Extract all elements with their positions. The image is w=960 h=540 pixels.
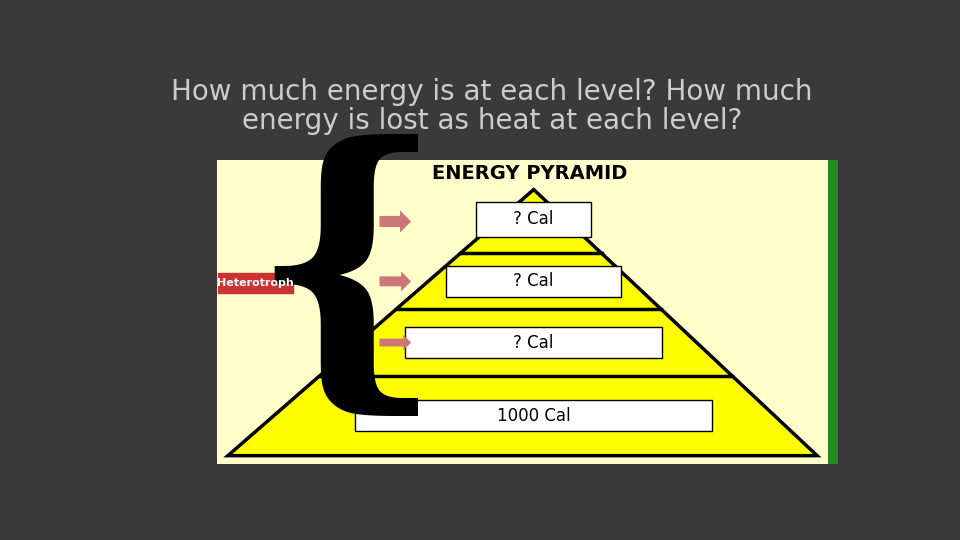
Text: ? Cal: ? Cal [514, 211, 554, 228]
FancyArrowPatch shape [379, 335, 411, 350]
Bar [355, 400, 712, 431]
Text: energy is lost as heat at each level?: energy is lost as heat at each level? [242, 107, 742, 135]
Text: How much energy is at each level? How much: How much energy is at each level? How mu… [171, 78, 813, 106]
FancyArrowPatch shape [379, 271, 411, 292]
Polygon shape [228, 190, 817, 456]
Bar [476, 202, 591, 237]
Bar [217, 160, 838, 464]
Text: {: { [249, 134, 445, 430]
Text: ENERGY PYRAMID: ENERGY PYRAMID [432, 164, 628, 183]
Text: 1000 Cal: 1000 Cal [497, 407, 570, 425]
Bar [446, 266, 621, 297]
Bar [218, 273, 293, 293]
Bar [828, 160, 838, 464]
Bar [405, 327, 662, 358]
Text: Heterotroph: Heterotroph [217, 278, 294, 288]
Text: ? Cal: ? Cal [514, 272, 554, 291]
FancyArrowPatch shape [379, 211, 411, 233]
Text: ? Cal: ? Cal [514, 334, 554, 352]
